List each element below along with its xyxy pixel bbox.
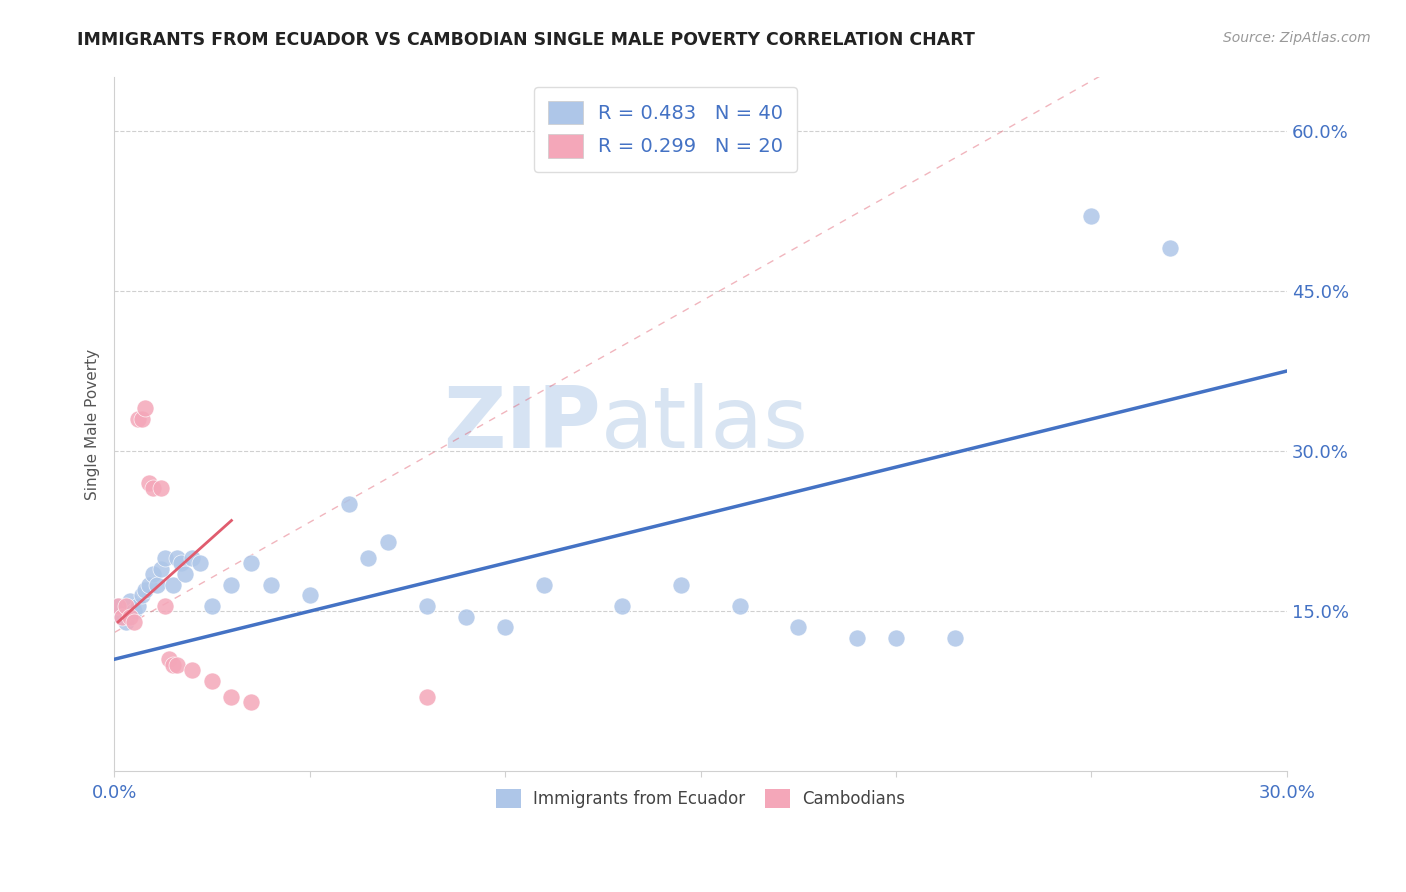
Point bbox=[533, 577, 555, 591]
Point bbox=[146, 577, 169, 591]
Point bbox=[127, 412, 149, 426]
Point bbox=[337, 498, 360, 512]
Point bbox=[107, 599, 129, 613]
Legend: Immigrants from Ecuador, Cambodians: Immigrants from Ecuador, Cambodians bbox=[489, 782, 911, 815]
Point bbox=[884, 631, 907, 645]
Point bbox=[131, 412, 153, 426]
Point bbox=[416, 599, 439, 613]
Point bbox=[118, 609, 141, 624]
Point bbox=[107, 599, 129, 613]
Point bbox=[153, 599, 176, 613]
Point bbox=[612, 599, 634, 613]
Point bbox=[122, 615, 145, 629]
Point bbox=[115, 599, 138, 613]
Point bbox=[157, 652, 180, 666]
Point bbox=[166, 657, 188, 672]
Point bbox=[142, 482, 165, 496]
Point bbox=[188, 556, 211, 570]
Point bbox=[787, 620, 810, 634]
Point bbox=[669, 577, 692, 591]
Text: IMMIGRANTS FROM ECUADOR VS CAMBODIAN SINGLE MALE POVERTY CORRELATION CHART: IMMIGRANTS FROM ECUADOR VS CAMBODIAN SIN… bbox=[77, 31, 976, 49]
Point bbox=[162, 577, 184, 591]
Point bbox=[111, 609, 134, 624]
Point bbox=[134, 401, 156, 416]
Point bbox=[454, 609, 477, 624]
Point bbox=[181, 550, 204, 565]
Point bbox=[181, 663, 204, 677]
Point bbox=[153, 550, 176, 565]
Point bbox=[134, 582, 156, 597]
Point bbox=[169, 556, 191, 570]
Point bbox=[173, 566, 195, 581]
Text: atlas: atlas bbox=[600, 383, 808, 466]
Point bbox=[127, 599, 149, 613]
Point bbox=[142, 566, 165, 581]
Point bbox=[845, 631, 868, 645]
Point bbox=[201, 673, 224, 688]
Point bbox=[150, 561, 173, 575]
Point bbox=[240, 556, 263, 570]
Point bbox=[162, 657, 184, 672]
Point bbox=[221, 577, 243, 591]
Point bbox=[357, 550, 380, 565]
Point bbox=[115, 615, 138, 629]
Point bbox=[1080, 209, 1102, 223]
Point bbox=[131, 588, 153, 602]
Point bbox=[416, 690, 439, 704]
Y-axis label: Single Male Poverty: Single Male Poverty bbox=[86, 349, 100, 500]
Text: ZIP: ZIP bbox=[443, 383, 600, 466]
Point bbox=[118, 593, 141, 607]
Point bbox=[150, 482, 173, 496]
Point bbox=[1159, 241, 1181, 255]
Point bbox=[201, 599, 224, 613]
Point bbox=[240, 695, 263, 709]
Text: Source: ZipAtlas.com: Source: ZipAtlas.com bbox=[1223, 31, 1371, 45]
Point bbox=[138, 476, 160, 491]
Point bbox=[728, 599, 751, 613]
Point bbox=[377, 534, 399, 549]
Point bbox=[111, 609, 134, 624]
Point bbox=[122, 604, 145, 618]
Point bbox=[494, 620, 516, 634]
Point bbox=[259, 577, 281, 591]
Point bbox=[221, 690, 243, 704]
Point bbox=[138, 577, 160, 591]
Point bbox=[298, 588, 321, 602]
Point bbox=[943, 631, 966, 645]
Point bbox=[166, 550, 188, 565]
